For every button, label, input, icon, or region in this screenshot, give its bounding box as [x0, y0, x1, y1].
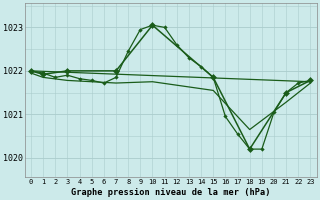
X-axis label: Graphe pression niveau de la mer (hPa): Graphe pression niveau de la mer (hPa): [71, 188, 270, 197]
